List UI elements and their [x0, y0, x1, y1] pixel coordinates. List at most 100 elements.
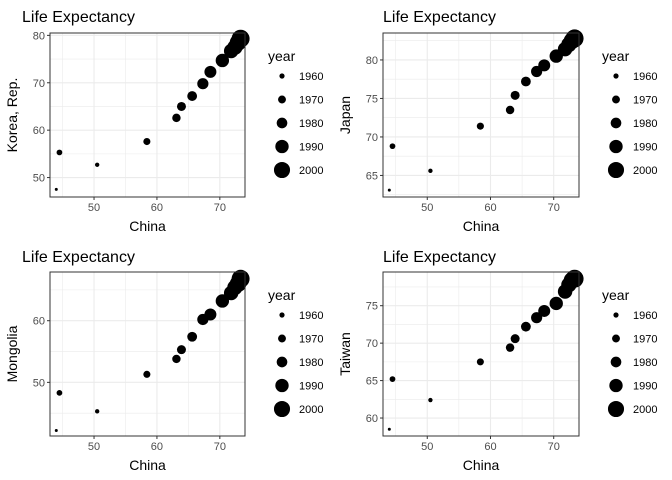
plot-background — [383, 272, 579, 436]
x-axis-label: China — [463, 457, 500, 473]
legend-key — [612, 334, 620, 343]
legend-label: 1980 — [633, 118, 657, 130]
legend-title: year — [602, 287, 630, 303]
data-point — [387, 427, 391, 431]
legend-key — [276, 117, 288, 129]
chart-panel-4: 50 60 70 60 65 70 75 Life Expectancy China Taiwan… — [337, 249, 657, 473]
chart-title: Life Expectancy — [383, 9, 496, 26]
plot-border — [49, 271, 246, 437]
data-point — [143, 137, 151, 146]
legend-label: 1960 — [299, 310, 323, 322]
data-point — [176, 345, 186, 355]
data-point — [56, 389, 63, 396]
y-axis-label: Mongolia — [4, 325, 20, 382]
data-point — [172, 354, 181, 364]
data-point — [187, 331, 198, 342]
data-point — [143, 370, 151, 378]
legend-key — [275, 139, 289, 154]
legend-label: 1990 — [633, 381, 657, 393]
legend-label: 2000 — [633, 404, 657, 416]
legend-label: 2000 — [299, 404, 323, 416]
x-tick-label: 60 — [484, 202, 496, 214]
data-point — [387, 188, 391, 192]
data-point — [538, 304, 551, 317]
data-point — [505, 343, 515, 352]
x-axis-label: China — [463, 218, 500, 234]
data-point — [54, 187, 58, 191]
y-tick-label: 70 — [33, 78, 45, 90]
data-point — [204, 308, 217, 321]
legend-label: 1990 — [633, 142, 657, 154]
data-point — [476, 358, 484, 366]
y-tick-label: 65 — [366, 376, 378, 388]
data-point — [204, 65, 217, 78]
data-point — [476, 122, 484, 130]
chart-panel-3: 50 60 70 50 60 Life Expectancy China Mongolia ye… — [4, 249, 323, 473]
legend-label: 1970 — [633, 334, 657, 346]
legend-key — [278, 95, 286, 104]
plot-background — [50, 272, 245, 436]
y-tick-label: 50 — [33, 377, 45, 389]
plot-border — [382, 271, 580, 437]
legend-key — [609, 378, 623, 393]
y-tick-label: 60 — [33, 125, 45, 137]
y-tick-label: 60 — [33, 316, 45, 328]
data-point — [54, 428, 58, 432]
legend-title: year — [602, 48, 630, 64]
legend-title: year — [268, 287, 296, 303]
legend-key — [612, 95, 620, 104]
x-axis-label: China — [129, 457, 166, 473]
legend-label: 1980 — [633, 357, 657, 369]
chart-title: Life Expectancy — [22, 249, 135, 266]
x-axis-label: China — [129, 218, 166, 234]
data-point — [510, 334, 520, 344]
legend-label: 1960 — [633, 310, 657, 322]
legend-key — [275, 378, 289, 393]
data-point — [538, 59, 551, 72]
data-point — [510, 90, 520, 100]
y-tick-label: 70 — [366, 132, 378, 144]
y-tick-label: 75 — [366, 93, 378, 105]
x-tick-label: 50 — [421, 441, 433, 453]
legend-label: 1980 — [299, 357, 323, 369]
legend-key — [613, 73, 619, 79]
x-tick-label: 60 — [151, 202, 163, 214]
y-tick-label: 50 — [33, 173, 45, 185]
data-point — [172, 113, 181, 123]
data-point — [176, 101, 186, 111]
y-tick-label: 60 — [366, 413, 378, 425]
legend-label: 1970 — [633, 95, 657, 107]
legend-label: 1960 — [633, 71, 657, 83]
data-point — [520, 76, 531, 87]
data-point — [549, 296, 563, 311]
x-tick-label: 50 — [421, 202, 433, 214]
legend-key — [609, 139, 623, 154]
x-tick-label: 60 — [151, 441, 163, 453]
data-point — [428, 397, 433, 403]
legend-key — [273, 400, 291, 418]
legend-label: 2000 — [299, 165, 323, 177]
legend-key — [279, 312, 285, 318]
data-point — [197, 78, 209, 90]
x-tick-label: 70 — [214, 202, 226, 214]
y-tick-label: 65 — [366, 170, 378, 182]
legend-key — [607, 161, 625, 179]
chart-title: Life Expectancy — [22, 9, 135, 26]
legend-key — [613, 312, 619, 318]
plot-border — [49, 32, 246, 198]
x-tick-label: 70 — [214, 441, 226, 453]
legend-label: 1980 — [299, 118, 323, 130]
data-point — [94, 162, 100, 167]
x-tick-label: 70 — [548, 202, 560, 214]
y-axis-label: Japan — [337, 96, 353, 134]
legend-key — [278, 334, 286, 343]
data-point — [505, 105, 515, 115]
x-tick-label: 60 — [484, 441, 496, 453]
data-point — [389, 143, 396, 150]
chart-title: Life Expectancy — [383, 249, 496, 266]
